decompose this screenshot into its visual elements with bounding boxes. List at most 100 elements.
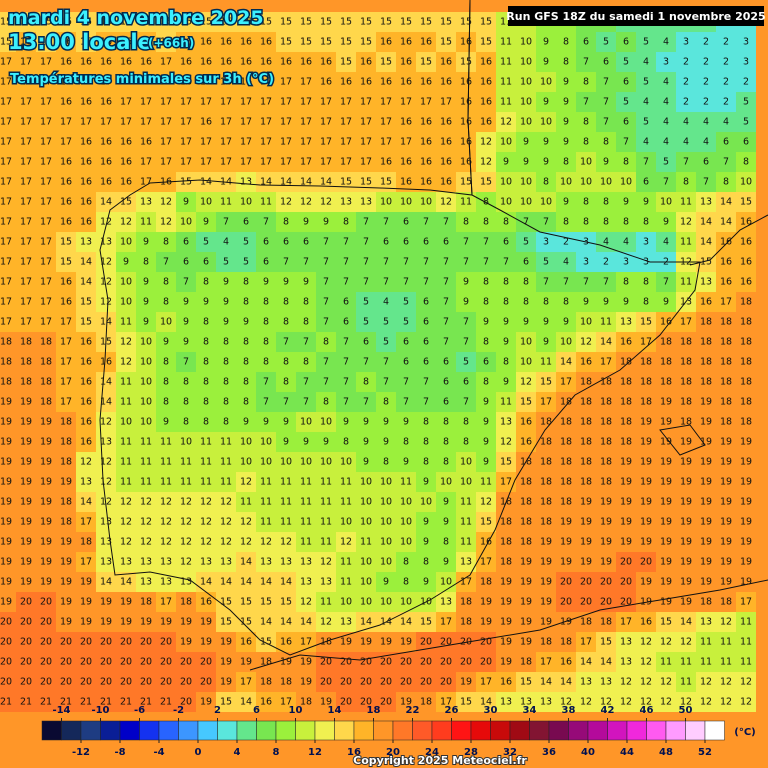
- grid-value: 19: [100, 597, 112, 608]
- grid-value: 19: [20, 457, 32, 468]
- grid-value: 10: [620, 177, 632, 188]
- legend-swatch: [665, 720, 686, 741]
- grid-value: 19: [660, 497, 672, 508]
- grid-value: 4: [663, 237, 669, 248]
- grid-value: 17: [300, 97, 312, 108]
- grid-value: 20: [320, 657, 332, 668]
- grid-cell: [736, 32, 756, 52]
- grid-value: 5: [383, 317, 389, 328]
- subtitle: Températures minimales sur 3h (°C): [10, 72, 274, 87]
- grid-value: 7: [543, 277, 549, 288]
- grid-value: 7: [423, 277, 429, 288]
- grid-value: 12: [720, 697, 732, 708]
- grid-value: 20: [60, 657, 72, 668]
- grid-value: 8: [203, 357, 209, 368]
- grid-value: 16: [440, 157, 452, 168]
- grid-value: 12: [580, 337, 592, 348]
- legend-label: 48: [659, 747, 673, 758]
- grid-value: 8: [603, 137, 609, 148]
- grid-value: 9: [423, 477, 429, 488]
- grid-value: 14: [400, 617, 412, 628]
- grid-value: 9: [143, 297, 149, 308]
- grid-value: 4: [663, 97, 669, 108]
- grid-value: 6: [403, 217, 409, 228]
- grid-value: 20: [400, 657, 412, 668]
- grid-value: 16: [80, 177, 92, 188]
- grid-value: 7: [483, 237, 489, 248]
- grid-value: 10: [240, 197, 252, 208]
- grid-value: 17: [200, 137, 212, 148]
- grid-value: 19: [680, 437, 692, 448]
- grid-value: 20: [360, 677, 372, 688]
- grid-cell: [716, 32, 736, 52]
- grid-cell: [476, 32, 496, 52]
- grid-value: 16: [320, 77, 332, 88]
- grid-value: 17: [600, 357, 612, 368]
- grid-value: 11: [280, 497, 292, 508]
- grid-value: 17: [0, 137, 12, 148]
- legend-swatch: [139, 720, 160, 741]
- grid-value: 20: [580, 577, 592, 588]
- grid-value: 19: [600, 537, 612, 548]
- grid-value: 17: [40, 317, 52, 328]
- grid-value: 8: [323, 337, 329, 348]
- grid-value: 13: [320, 577, 332, 588]
- grid-value: 16: [440, 117, 452, 128]
- grid-cell: [456, 32, 476, 52]
- grid-value: 20: [0, 677, 12, 688]
- legend-label: 10: [289, 705, 303, 716]
- grid-value: 8: [543, 297, 549, 308]
- grid-value: 16: [460, 117, 472, 128]
- grid-cell: [16, 32, 36, 52]
- grid-value: 11: [360, 537, 372, 548]
- lead-time: (+66h): [148, 36, 194, 50]
- grid-value: 19: [640, 477, 652, 488]
- legend-label: 40: [581, 747, 595, 758]
- grid-value: 17: [180, 97, 192, 108]
- grid-value: 17: [240, 117, 252, 128]
- grid-value: 19: [580, 537, 592, 548]
- grid-value: 15: [480, 177, 492, 188]
- grid-cell: [376, 52, 396, 72]
- grid-value: 17: [280, 157, 292, 168]
- grid-cell: [476, 52, 496, 72]
- grid-value: 17: [0, 297, 12, 308]
- grid-value: 10: [340, 457, 352, 468]
- grid-value: 19: [80, 597, 92, 608]
- grid-cell: [436, 52, 456, 72]
- grid-value: 17: [20, 317, 32, 328]
- grid-value: 16: [420, 137, 432, 148]
- grid-value: 18: [520, 477, 532, 488]
- grid-cell: [256, 32, 276, 52]
- grid-value: 20: [0, 637, 12, 648]
- grid-cell: [36, 72, 56, 92]
- grid-value: 9: [283, 437, 289, 448]
- grid-value: 15: [660, 617, 672, 628]
- grid-value: 17: [40, 157, 52, 168]
- grid-value: 12: [300, 197, 312, 208]
- grid-value: 19: [700, 417, 712, 428]
- grid-value: 19: [640, 457, 652, 468]
- grid-value: 16: [60, 157, 72, 168]
- grid-value: 9: [183, 317, 189, 328]
- grid-value: 6: [443, 237, 449, 248]
- grid-value: 17: [420, 97, 432, 108]
- grid-cell: [396, 32, 416, 52]
- grid-value: 12: [200, 537, 212, 548]
- grid-value: 8: [363, 377, 369, 388]
- grid-value: 10: [380, 557, 392, 568]
- grid-value: 9: [463, 277, 469, 288]
- grid-value: 17: [0, 57, 12, 68]
- grid-value: 18: [520, 537, 532, 548]
- grid-value: 12: [180, 497, 192, 508]
- grid-cell: [476, 12, 496, 32]
- grid-value: 10: [240, 437, 252, 448]
- grid-value: 19: [740, 517, 752, 528]
- grid-value: 19: [500, 637, 512, 648]
- grid-value: 18: [40, 357, 52, 368]
- grid-value: 16: [340, 77, 352, 88]
- grid-value: 9: [563, 117, 569, 128]
- legend-swatch: [607, 720, 628, 741]
- grid-value: 20: [420, 657, 432, 668]
- grid-value: 15: [340, 57, 352, 68]
